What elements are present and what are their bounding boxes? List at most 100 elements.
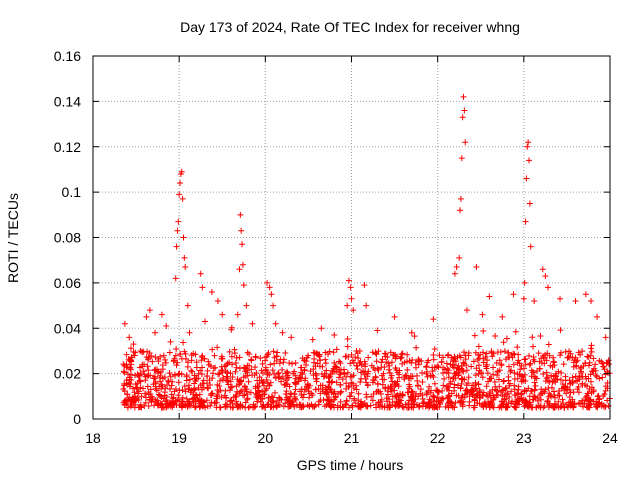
band-point (526, 352, 533, 359)
band-point (307, 368, 314, 375)
band-point (241, 392, 248, 399)
band-point (479, 392, 486, 399)
band-point (186, 376, 193, 383)
band-point (414, 382, 421, 389)
band-point (431, 404, 438, 411)
data-point (175, 218, 182, 225)
band-point (270, 398, 277, 405)
data-point (178, 168, 185, 175)
band-point (166, 370, 173, 377)
band-point (501, 377, 507, 384)
band-point (476, 367, 483, 374)
band-point (181, 348, 188, 355)
data-point (521, 279, 528, 286)
data-point (180, 234, 187, 241)
band-point (331, 359, 338, 366)
band-point (140, 385, 147, 392)
band-point (369, 397, 376, 404)
band-point (319, 363, 326, 370)
band-point (353, 382, 360, 389)
band-point (457, 354, 464, 361)
band-point (487, 389, 494, 396)
x-tick-label: 21 (344, 430, 360, 446)
band-point (323, 367, 330, 374)
band-point (579, 403, 586, 410)
band-point (598, 358, 605, 365)
band-point (511, 404, 518, 411)
band-point (183, 372, 190, 379)
data-point (361, 282, 368, 289)
band-point (431, 345, 438, 352)
band-point (533, 404, 540, 411)
band-point (598, 403, 605, 410)
band-point (228, 326, 235, 333)
band-point (292, 375, 299, 382)
band-point (333, 346, 340, 353)
band-point (559, 381, 566, 388)
band-point (594, 393, 601, 400)
band-point (328, 379, 335, 386)
band-point (480, 328, 487, 335)
band-point (244, 396, 251, 403)
band-point (162, 385, 169, 392)
band-point (214, 344, 221, 351)
data-point (602, 334, 609, 341)
band-point (207, 382, 214, 389)
band-point (152, 366, 159, 373)
band-point (521, 356, 528, 363)
band-point (142, 399, 149, 406)
band-point (526, 393, 533, 400)
band-point (179, 386, 186, 393)
band-point (224, 369, 231, 376)
data-point (520, 295, 527, 302)
band-point (508, 400, 515, 407)
band-point (383, 359, 390, 366)
data-point (243, 302, 250, 309)
data-point (179, 195, 186, 202)
band-point (506, 393, 513, 400)
band-point (312, 386, 319, 393)
band-point (336, 374, 343, 381)
data-point (214, 298, 221, 305)
band-point (175, 379, 182, 386)
band-point (254, 383, 261, 390)
band-point (476, 355, 483, 362)
band-point (358, 362, 365, 369)
band-point (517, 366, 524, 373)
band-point (445, 392, 452, 399)
data-point (238, 227, 245, 234)
band-point (292, 359, 299, 366)
band-point (288, 391, 295, 398)
data-point (163, 322, 170, 329)
band-point (251, 372, 258, 378)
band-point (558, 403, 565, 410)
band-point (241, 364, 248, 371)
band-point (419, 395, 426, 402)
band-point (178, 371, 185, 378)
band-point (488, 375, 495, 382)
band-point (329, 378, 336, 385)
band-point (408, 388, 415, 395)
band-point (540, 388, 547, 395)
band-point (188, 387, 195, 394)
band-point (457, 385, 464, 392)
band-point (419, 369, 426, 376)
band-point (205, 358, 212, 365)
band-point (184, 363, 191, 370)
band-point (552, 394, 559, 401)
band-point (323, 388, 330, 395)
band-point (152, 398, 159, 405)
band-point (233, 401, 240, 408)
band-point (558, 369, 565, 376)
band-point (226, 359, 233, 366)
band-point (283, 377, 290, 384)
data-point (456, 254, 463, 261)
band-point (585, 362, 592, 369)
band-point (547, 362, 554, 369)
band-point (472, 372, 479, 379)
band-point (450, 374, 457, 381)
band-point (406, 383, 413, 390)
band-point (526, 361, 533, 368)
band-point (236, 377, 243, 384)
band-point (371, 377, 378, 384)
